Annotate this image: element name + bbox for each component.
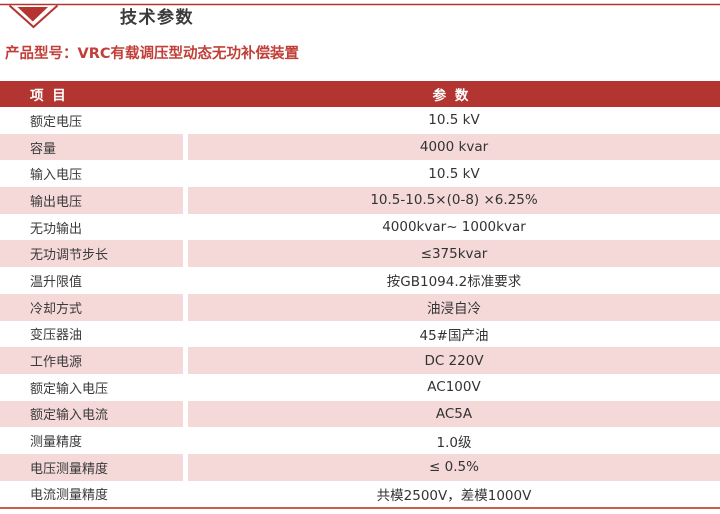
- column-divider: [183, 480, 188, 508]
- row-param-value: DC 220V: [188, 347, 720, 374]
- row-item-label: 工作电源: [0, 347, 183, 374]
- row-item-label: 额定输入电流: [0, 400, 183, 428]
- column-divider: [183, 453, 188, 481]
- column-divider: [183, 400, 188, 428]
- table-body: 额定电压 10.5 kV 容量 4000 kvar 输入电压 10.5 kV 输出电压 10.…: [0, 107, 720, 508]
- row-param-value: 10.5 kV: [428, 165, 480, 182]
- table-row: 额定输入电压 AC100V: [0, 373, 720, 401]
- row-item-label: 电压测量精度: [0, 453, 183, 481]
- row-item-label: 温升限值: [30, 274, 83, 290]
- row-param-value: 10.5-10.5×(0-8) ×6.25%: [188, 187, 720, 214]
- table-header-row: 项 目 参 数: [0, 81, 720, 107]
- row-param-value: ≤ 0.5%: [188, 453, 720, 481]
- column-divider: [183, 347, 188, 374]
- row-item-label: 容量: [0, 133, 183, 161]
- column-divider: [183, 320, 188, 348]
- table-row: 电流测量精度 共模2500V，差模1000V: [0, 480, 720, 508]
- row-item-label: 测量精度: [30, 435, 83, 451]
- table-row: 无功调节步长 ≤375kvar: [0, 240, 720, 268]
- section-title: 技术参数: [120, 8, 194, 28]
- column-divider: [183, 240, 188, 268]
- table-header-param: 参 数: [432, 88, 471, 104]
- table-row: 额定电压 10.5 kV: [0, 107, 720, 134]
- column-divider: [183, 187, 188, 214]
- table-row: 输出电压 10.5-10.5×(0-8) ×6.25%: [0, 187, 720, 214]
- row-item-label: 冷却方式: [0, 293, 183, 321]
- row-param-value: 4000kvar~ 1000kvar: [382, 219, 526, 236]
- table-row: 工作电源 DC 220V: [0, 347, 720, 374]
- row-param-value: 1.0级: [436, 434, 472, 451]
- row-item-label: 额定输入电压: [30, 381, 109, 397]
- row-item-label: 输出电压: [0, 187, 183, 214]
- table-row: 变压器油 45#国产油: [0, 320, 720, 348]
- table-header-item: 项 目: [30, 88, 68, 104]
- row-param-value: 共模2500V，差模1000V: [376, 487, 532, 504]
- table-row: 温升限值 按GB1094.2标准要求: [0, 267, 720, 294]
- column-divider: [183, 160, 188, 188]
- product-model-value: VRC有载调压型动态无功补偿装置: [77, 46, 300, 62]
- column-divider: [183, 107, 188, 134]
- section-marker-icon: [0, 3, 720, 29]
- row-item-label: 额定电压: [30, 114, 83, 130]
- row-param-value: AC5A: [188, 400, 720, 428]
- table-row: 测量精度 1.0级: [0, 427, 720, 454]
- product-model-label: 产品型号：: [5, 46, 78, 62]
- column-divider: [183, 133, 188, 161]
- column-divider: [183, 427, 188, 454]
- column-divider: [183, 267, 188, 294]
- column-divider: [183, 213, 188, 241]
- column-divider: [183, 293, 188, 321]
- row-param-value: 10.5 kV: [428, 112, 480, 129]
- row-param-value: 45#国产油: [419, 327, 489, 344]
- bottom-rule: [0, 507, 720, 509]
- row-param-value: 按GB1094.2标准要求: [386, 274, 522, 291]
- table-row: 电压测量精度 ≤ 0.5%: [0, 453, 720, 481]
- table-row: 输入电压 10.5 kV: [0, 160, 720, 188]
- table-row: 额定输入电流 AC5A: [0, 400, 720, 428]
- spec-table: 项 目 参 数 额定电压 10.5 kV 容量 4000 kvar 输入电压 10.5 k…: [0, 81, 720, 508]
- product-model-line: 产品型号：VRC有载调压型动态无功补偿装置: [5, 45, 299, 63]
- table-row: 无功输出 4000kvar~ 1000kvar: [0, 213, 720, 241]
- row-item-label: 输入电压: [30, 168, 83, 184]
- row-item-label: 电流测量精度: [30, 488, 109, 504]
- row-param-value: ≤375kvar: [188, 240, 720, 268]
- column-divider: [183, 373, 188, 401]
- table-row: 冷却方式 油浸自冷: [0, 293, 720, 321]
- row-param-value: AC100V: [427, 379, 481, 396]
- table-row: 容量 4000 kvar: [0, 133, 720, 161]
- row-param-value: 油浸自冷: [188, 293, 720, 321]
- row-param-value: 4000 kvar: [188, 133, 720, 161]
- row-item-label: 无功调节步长: [0, 240, 183, 268]
- row-item-label: 无功输出: [30, 221, 83, 237]
- row-item-label: 变压器油: [30, 328, 83, 344]
